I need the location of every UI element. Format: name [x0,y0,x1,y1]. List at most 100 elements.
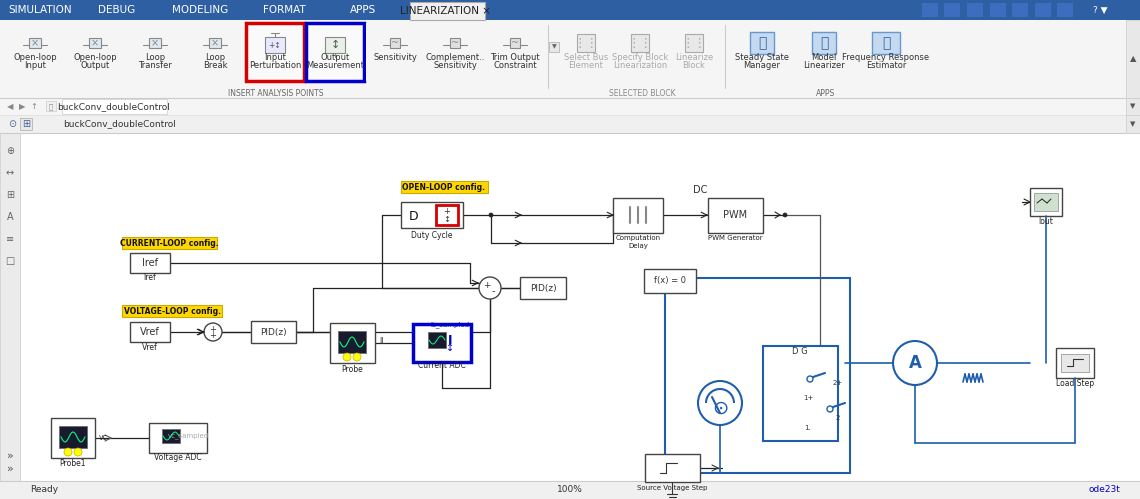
Bar [390,38,400,48]
Text: APPS: APPS [350,5,376,15]
Text: FORMAT: FORMAT [262,5,306,15]
Bar [920,2,1130,19]
Bar [413,324,471,362]
Text: Sensitivity: Sensitivity [373,52,417,61]
Text: Steady State: Steady State [735,52,789,61]
Bar [428,332,446,348]
Text: ↕: ↕ [331,40,340,50]
Text: +: + [443,207,450,216]
Bar [990,3,1005,17]
Text: ×: × [31,38,39,48]
Bar [251,321,295,343]
Text: f(x) = 0: f(x) = 0 [654,276,686,285]
Text: buckConv_doubleControl: buckConv_doubleControl [64,119,177,129]
Bar [0,133,21,481]
Text: ≡: ≡ [6,234,14,244]
Bar [329,323,375,363]
Text: ↕: ↕ [443,215,450,224]
Text: Complement..: Complement.. [425,52,484,61]
Bar [812,32,836,54]
Circle shape [826,406,833,412]
Text: Ready: Ready [30,486,58,495]
Text: ↔: ↔ [6,168,14,178]
Text: Duty Cycle: Duty Cycle [412,231,453,240]
Text: ode23t: ode23t [1088,486,1119,495]
Circle shape [353,353,361,361]
Circle shape [64,448,72,456]
Bar [130,322,170,342]
Bar [0,98,1140,115]
Text: Iout: Iout [1039,218,1053,227]
Bar [1034,193,1058,211]
Text: A: A [7,212,14,222]
Text: ▼: ▼ [1131,103,1135,109]
Text: OPEN-LOOP config.: OPEN-LOOP config. [402,183,486,192]
Bar [337,331,366,353]
Text: Break: Break [203,60,227,69]
Text: ×: × [211,38,219,48]
Text: +: + [483,280,490,289]
Text: 2+: 2+ [833,380,844,386]
Text: ~: ~ [511,38,519,48]
Text: Open-loop: Open-loop [73,52,116,61]
Bar [763,345,838,441]
Bar [549,42,559,52]
Text: +: + [210,324,217,333]
Text: D: D [409,210,418,223]
Circle shape [479,277,500,299]
Text: »: » [7,451,14,461]
Text: ↑: ↑ [31,102,38,111]
Text: PWM Generator: PWM Generator [708,235,763,241]
Bar [967,3,983,17]
Text: ⋮⋮: ⋮⋮ [682,36,707,49]
Bar [6,23,64,81]
Bar [401,202,463,228]
Bar [46,101,56,111]
Text: A: A [909,354,921,372]
Bar [685,34,703,52]
Text: Frequency Response: Frequency Response [842,52,929,61]
Text: ? ▼: ? ▼ [1093,5,1107,14]
Text: ▼: ▼ [1131,121,1135,127]
Text: LINEARIZATION ×: LINEARIZATION × [399,6,490,16]
Text: PID(z): PID(z) [260,327,286,336]
Bar [644,454,700,482]
Text: ⋮⋮: ⋮⋮ [627,36,652,49]
Text: SELECTED BLOCK: SELECTED BLOCK [609,88,675,97]
Bar [1012,3,1028,17]
Text: ▼: ▼ [552,44,556,49]
Bar [435,205,458,225]
Text: 1.: 1. [805,425,812,431]
Circle shape [807,376,813,382]
Bar [28,38,41,48]
Bar [486,23,544,81]
Text: IL_sampled: IL_sampled [431,322,470,328]
Bar [186,23,244,81]
Text: Voltage ADC: Voltage ADC [154,453,202,462]
Text: 📈: 📈 [758,36,766,50]
Text: Iref: Iref [142,258,158,268]
Text: □: □ [6,256,15,266]
Text: Block: Block [683,60,706,69]
Text: buckConv_doubleControl: buckConv_doubleControl [57,102,171,111]
Bar [62,99,166,114]
Text: Probe: Probe [341,364,363,373]
Text: DC: DC [693,185,707,195]
Text: Estimator: Estimator [865,60,906,69]
Circle shape [74,448,82,456]
Bar [89,38,101,48]
Bar [0,115,1140,133]
Text: -: - [491,286,495,296]
Text: MODELING: MODELING [172,5,228,15]
Bar [1035,3,1051,17]
Text: ⊞: ⊞ [6,190,14,200]
Text: Select Bus: Select Bus [564,52,608,61]
Text: ⋮⋮: ⋮⋮ [573,36,598,49]
Text: DEBUG: DEBUG [98,5,136,15]
Bar [1057,3,1073,17]
Bar [366,23,424,81]
Bar [1061,354,1089,372]
Text: PID(z): PID(z) [530,283,556,292]
Bar [0,481,1140,499]
Bar [122,237,217,249]
